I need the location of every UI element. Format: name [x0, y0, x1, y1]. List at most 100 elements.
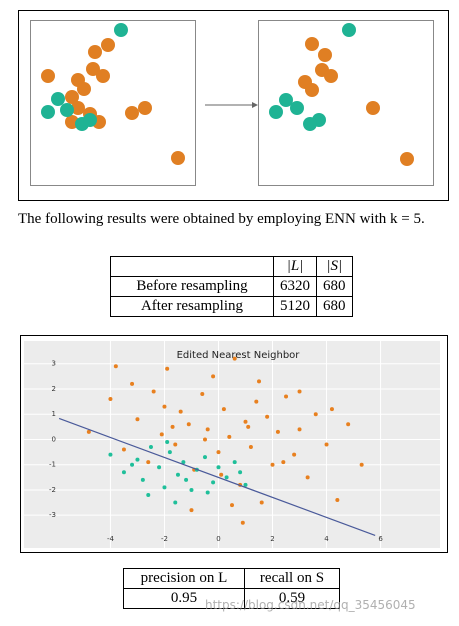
- point: [230, 503, 234, 508]
- point: [200, 392, 205, 397]
- point: [159, 432, 164, 437]
- dots-teal-after: [269, 23, 356, 131]
- point: [232, 460, 237, 465]
- y-tick-label: 3: [52, 360, 56, 368]
- row-label: After resampling: [110, 296, 274, 317]
- point: [243, 419, 248, 424]
- point: [167, 450, 172, 455]
- point: [135, 457, 140, 462]
- chart-title: Edited Nearest Neighbor: [177, 350, 301, 361]
- point: [240, 520, 245, 525]
- point: [211, 480, 216, 485]
- decision-boundary: [58, 417, 376, 536]
- watermark: https://blog.csdn.net/qq_35456045: [205, 598, 416, 612]
- point: [221, 407, 226, 412]
- point: [305, 475, 310, 480]
- point: [184, 477, 189, 482]
- point: [130, 462, 135, 467]
- x-tick-label: 0: [216, 535, 220, 543]
- row-label: Before resampling: [110, 276, 274, 297]
- point: [108, 452, 113, 457]
- plot-area: [24, 341, 440, 548]
- point: [313, 412, 318, 417]
- point: [259, 500, 264, 505]
- point: [211, 374, 216, 379]
- cell: 6320: [273, 276, 317, 297]
- point: [254, 399, 259, 404]
- point: [202, 455, 207, 460]
- point: [202, 437, 207, 442]
- cell: 680: [316, 296, 353, 317]
- x-tick-label: -4: [107, 535, 115, 543]
- point: [189, 487, 194, 492]
- point: [284, 394, 289, 399]
- point: [292, 452, 297, 457]
- point: [248, 445, 253, 450]
- cell: 0.95: [123, 588, 245, 609]
- point: [216, 465, 221, 470]
- point: [335, 498, 340, 503]
- dots-orange-after: [298, 37, 414, 166]
- point: [157, 465, 162, 470]
- point: [216, 450, 221, 455]
- point: [148, 445, 153, 450]
- point: [265, 414, 270, 419]
- header-cell: precision on L: [123, 568, 245, 589]
- point: [243, 482, 248, 487]
- point: [151, 389, 156, 394]
- figure-frame: [18, 10, 449, 201]
- point: [165, 439, 170, 444]
- point: [130, 381, 135, 386]
- point: [181, 460, 186, 465]
- point: [232, 356, 237, 361]
- x-tick-label: -2: [161, 535, 168, 543]
- point: [146, 492, 151, 497]
- point: [170, 424, 175, 429]
- point: [270, 462, 275, 467]
- cell: 5120: [273, 296, 317, 317]
- point: [275, 429, 280, 434]
- y-tick-label: -3: [49, 511, 56, 519]
- metrics-table: precision on L recall on S 0.95 0.59: [123, 568, 340, 609]
- point: [219, 472, 224, 477]
- point: [346, 422, 351, 427]
- point: [108, 397, 113, 402]
- chart-frame: [20, 335, 448, 553]
- point: [165, 366, 170, 371]
- point: [146, 460, 151, 465]
- point: [86, 429, 91, 434]
- y-tick-label: 0: [52, 435, 56, 443]
- point: [205, 427, 210, 432]
- cell: 0.59: [244, 588, 340, 609]
- point: [175, 472, 180, 477]
- point: [162, 404, 167, 409]
- paragraph: The following results were obtained by e…: [18, 211, 425, 227]
- point: [162, 485, 167, 490]
- y-tick-label: 2: [52, 385, 56, 393]
- arrow-head: [252, 102, 258, 108]
- point: [297, 389, 302, 394]
- point: [359, 462, 364, 467]
- point: [246, 424, 251, 429]
- point: [186, 422, 191, 427]
- point: [121, 447, 126, 452]
- panel-before: [30, 20, 196, 186]
- point: [329, 407, 334, 412]
- header-cell: recall on S: [244, 568, 340, 589]
- resampling-table: |L| |S| Before resampling 6320 680 After…: [110, 256, 353, 317]
- point: [281, 460, 286, 465]
- x-tick-label: 6: [378, 535, 383, 543]
- x-tick-label: 4: [324, 535, 329, 543]
- x-tick-label: 2: [270, 535, 274, 543]
- point: [178, 409, 183, 414]
- point: [227, 434, 232, 439]
- y-tick-label: -2: [49, 486, 56, 494]
- point: [257, 379, 262, 384]
- point: [205, 490, 210, 495]
- point: [173, 442, 178, 447]
- y-tick-label: 1: [52, 410, 56, 418]
- point: [135, 417, 140, 422]
